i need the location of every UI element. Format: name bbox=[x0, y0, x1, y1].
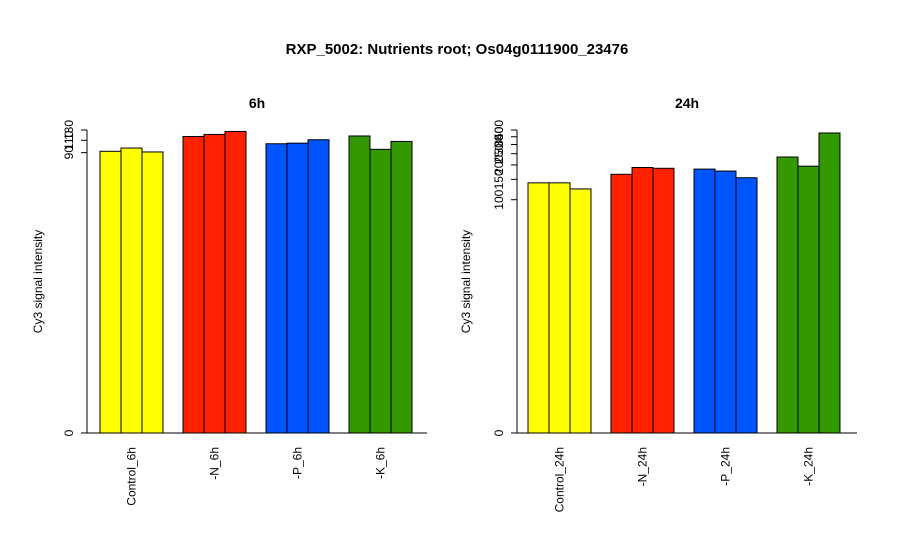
chart-panel-2: 24h Cy3 signal intensity 0 1001502002503003… bbox=[459, 95, 857, 512]
bar bbox=[610, 173, 633, 434]
x-category-label: -K_24h bbox=[802, 447, 816, 486]
y-tick-label: 0 bbox=[492, 429, 506, 436]
y-axis-label: Cy3 signal intensity bbox=[31, 230, 45, 333]
bar bbox=[203, 133, 226, 434]
main-title: RXP_5002: Nutrients root; Os04g0111900_2… bbox=[286, 41, 629, 58]
y-tick-label: 90 bbox=[62, 146, 76, 160]
x-category-label: -N_24h bbox=[636, 447, 650, 486]
panel-title: 6h bbox=[249, 95, 265, 111]
x-category-label: -K_6h bbox=[374, 447, 388, 479]
y-axis-label: Cy3 signal intensity bbox=[459, 230, 473, 333]
y-tick-label: 350 bbox=[492, 126, 506, 146]
x-category-label: -P_6h bbox=[291, 447, 305, 479]
bar bbox=[120, 147, 143, 434]
bar bbox=[631, 166, 654, 434]
bar bbox=[776, 156, 799, 434]
x-category-label: Control_6h bbox=[125, 447, 139, 506]
bar bbox=[182, 135, 205, 434]
bar bbox=[735, 177, 758, 434]
bar bbox=[141, 151, 164, 434]
x-category-label: -N_6h bbox=[208, 447, 222, 480]
bar bbox=[286, 142, 309, 434]
x-category-label: -P_24h bbox=[719, 447, 733, 486]
y-tick-label: 0 bbox=[62, 429, 76, 436]
y-tick-label: 300 bbox=[492, 134, 506, 154]
y-tick-label: 200 bbox=[492, 155, 506, 175]
bar bbox=[369, 148, 392, 434]
bar bbox=[307, 139, 330, 434]
bar bbox=[797, 165, 820, 434]
y-tick-label: 110 bbox=[62, 130, 76, 149]
bar bbox=[714, 170, 737, 434]
bar bbox=[818, 132, 841, 434]
x-category-label: Control_24h bbox=[553, 447, 567, 512]
panel-title: 24h bbox=[675, 95, 699, 111]
bar bbox=[265, 143, 288, 434]
bar bbox=[348, 135, 371, 434]
bar bbox=[224, 130, 247, 434]
y-tick-label: 400 bbox=[492, 120, 506, 140]
y-tick-label: 250 bbox=[492, 143, 506, 163]
bar bbox=[548, 182, 571, 434]
bar bbox=[652, 167, 675, 434]
bar bbox=[693, 168, 716, 434]
bar bbox=[99, 150, 122, 434]
y-tick-label: 150 bbox=[492, 169, 506, 189]
y-tick-label: 100 bbox=[492, 189, 506, 209]
y-tick-label: 130 bbox=[62, 120, 76, 140]
bar bbox=[569, 188, 592, 434]
bar bbox=[527, 182, 550, 434]
bar bbox=[390, 140, 413, 434]
